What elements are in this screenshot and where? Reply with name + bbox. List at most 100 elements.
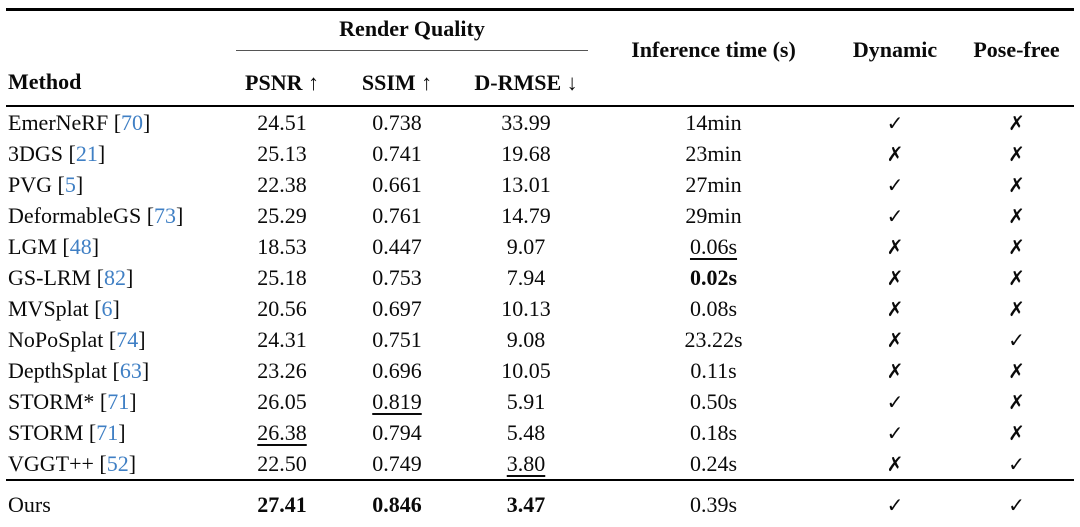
method-name: 3DGS <box>8 140 64 166</box>
table-foot: Ours 27.41 0.846 3.47 0.39s ✓ ✓ <box>6 479 1075 527</box>
cell-drmse: 5.48 <box>506 419 546 445</box>
check-mark: ✓ <box>959 479 1075 527</box>
cell-ssim: 0.819 <box>372 388 422 414</box>
cross-mark: ✗ <box>886 141 904 166</box>
cell-inference-time: 0.06s <box>689 233 738 259</box>
citation-link[interactable]: 21 <box>75 140 98 166</box>
method-cell: Ours <box>6 479 226 527</box>
cell-psnr: 22.50 <box>257 450 307 476</box>
citation-link[interactable]: 82 <box>103 264 126 290</box>
citation-link[interactable]: 52 <box>106 450 129 476</box>
cell-inference-time: 14min <box>685 109 742 135</box>
table-row: PVG [5] 22.38 0.661 13.01 27min ✓ ✗ <box>6 169 1074 200</box>
citation-link[interactable]: 5 <box>64 171 76 197</box>
citation-link[interactable]: 6 <box>101 295 113 321</box>
cross-mark: ✗ <box>886 358 904 383</box>
cross-mark: ✗ <box>886 451 904 476</box>
cell-inference-time: 23.22s <box>684 326 743 352</box>
cross-mark: ✗ <box>886 265 904 290</box>
cell-drmse: 9.07 <box>506 233 546 259</box>
citation-link[interactable]: 63 <box>119 357 142 383</box>
cell-inference-time: 0.39s <box>596 479 832 527</box>
cell-ssim: 0.751 <box>372 326 422 352</box>
cell-drmse: 9.08 <box>506 326 546 352</box>
citation-bracket-close: ] <box>143 109 151 135</box>
citation-link[interactable]: 70 <box>121 109 144 135</box>
header-group-row: Method Render Quality Inference time (s)… <box>6 9 1075 107</box>
citation-bracket-close: ] <box>176 202 184 228</box>
citation-link[interactable]: 71 <box>96 419 119 445</box>
method-cell: NoPoSplat [74] <box>6 324 226 355</box>
method-cell: VGGT++ [52] <box>6 448 226 480</box>
cell-psnr: 20.56 <box>257 295 307 321</box>
method-name: STORM* <box>8 388 95 414</box>
cell-drmse: 19.68 <box>501 140 551 166</box>
column-header-method: Method <box>6 9 226 107</box>
citation-bracket-open: [ <box>94 295 102 321</box>
cross-mark: ✗ <box>1008 265 1025 290</box>
column-header-dynamic: Dynamic <box>831 9 960 107</box>
cell-psnr: 25.29 <box>257 202 307 228</box>
cell-drmse: 10.13 <box>501 295 551 321</box>
cell-ssim: 0.846 <box>338 479 456 527</box>
method-cell: GS-LRM [82] <box>6 262 226 293</box>
citation-bracket-open: [ <box>96 264 104 290</box>
citation-link[interactable]: 48 <box>69 233 92 259</box>
cell-psnr: 24.51 <box>257 109 307 135</box>
check-mark: ✓ <box>831 479 960 527</box>
cell-psnr: 27.41 <box>226 479 338 527</box>
method-name: PVG <box>8 171 53 197</box>
method-name: DepthSplat <box>8 357 107 383</box>
column-group-render-quality: Render Quality <box>226 10 596 51</box>
cross-mark: ✗ <box>1008 358 1025 383</box>
cell-ssim: 0.661 <box>372 171 422 197</box>
citation-link[interactable]: 73 <box>154 202 177 228</box>
cell-ssim: 0.697 <box>372 295 422 321</box>
citation-bracket-close: ] <box>125 264 134 290</box>
cell-psnr: 26.05 <box>257 388 307 414</box>
citation-bracket-open: [ <box>112 357 120 383</box>
header-sub-row: PSNR ↑ SSIM ↑ D-RMSE ↓ <box>6 51 1074 107</box>
citation-link[interactable]: 71 <box>107 388 130 414</box>
method-cell: STORM [71] <box>6 417 226 448</box>
column-header-psnr: PSNR ↑ <box>226 51 338 107</box>
check-mark: ✓ <box>1008 451 1025 476</box>
table-row: STORM [71] 26.38 0.794 5.48 0.18s ✓ ✗ <box>6 417 1074 448</box>
method-cell: EmerNeRF [70] <box>6 106 226 138</box>
citation-bracket-close: ] <box>129 388 137 414</box>
method-name: MVSplat <box>8 295 89 321</box>
citation-bracket-open: [ <box>57 171 65 197</box>
citation-bracket-close: ] <box>97 140 106 166</box>
cell-ssim: 0.696 <box>372 357 422 383</box>
citation: [73] <box>141 202 184 228</box>
method-cell: DepthSplat [63] <box>6 355 226 386</box>
cross-mark: ✗ <box>886 234 904 259</box>
inference-time-header-label: Inference time (s) <box>631 37 796 62</box>
citation-bracket-close: ] <box>91 233 100 259</box>
cell-inference-time: 23min <box>685 140 742 166</box>
dynamic-header-label: Dynamic <box>852 37 938 62</box>
citation: [5] <box>52 171 84 197</box>
cell-psnr: 25.18 <box>257 264 307 290</box>
cell-ssim: 0.741 <box>372 140 422 166</box>
cell-psnr: 25.13 <box>257 140 307 166</box>
citation-link[interactable]: 74 <box>116 326 139 352</box>
cell-inference-time: 0.24s <box>689 450 738 476</box>
cell-drmse: 3.47 <box>456 479 597 527</box>
cell-psnr: 23.26 <box>257 357 307 383</box>
citation-bracket-close: ] <box>141 357 150 383</box>
cell-ssim: 0.447 <box>372 233 422 259</box>
citation: [71] <box>94 388 137 414</box>
method-header-label: Method <box>8 69 82 94</box>
table-body: EmerNeRF [70] 24.51 0.738 33.99 14min ✓ … <box>6 106 1074 480</box>
citation-bracket-close: ] <box>75 171 84 197</box>
citation-bracket-open: [ <box>108 326 117 352</box>
cell-drmse: 14.79 <box>501 202 551 228</box>
cell-inference-time: 0.02s <box>689 264 738 290</box>
citation-bracket-open: [ <box>68 140 76 166</box>
results-table: Method Render Quality Inference time (s)… <box>6 8 1075 527</box>
citation: [71] <box>83 419 126 445</box>
method-cell: STORM* [71] <box>6 386 226 417</box>
cross-mark: ✗ <box>1008 203 1025 228</box>
citation: [6] <box>89 296 120 321</box>
